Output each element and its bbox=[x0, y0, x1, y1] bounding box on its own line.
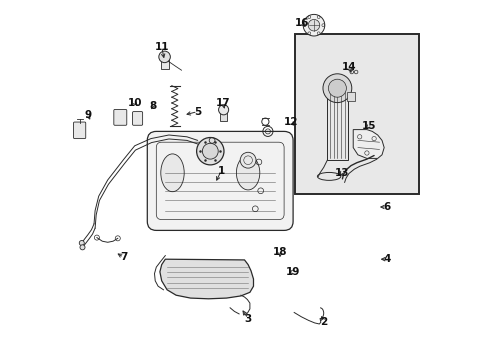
Circle shape bbox=[322, 74, 351, 103]
Circle shape bbox=[240, 152, 256, 168]
Circle shape bbox=[307, 19, 319, 31]
Text: 11: 11 bbox=[154, 42, 169, 52]
Text: 17: 17 bbox=[215, 98, 230, 108]
Text: 18: 18 bbox=[273, 247, 287, 257]
Text: 10: 10 bbox=[127, 98, 142, 108]
Bar bbox=[294, 34, 418, 194]
Circle shape bbox=[202, 143, 218, 159]
Text: 1: 1 bbox=[217, 166, 224, 176]
Text: 3: 3 bbox=[244, 314, 251, 324]
Text: 12: 12 bbox=[284, 117, 298, 127]
FancyBboxPatch shape bbox=[147, 131, 292, 230]
Circle shape bbox=[328, 79, 346, 97]
Text: 8: 8 bbox=[149, 101, 156, 111]
FancyBboxPatch shape bbox=[73, 122, 85, 139]
Bar bbox=[326, 90, 347, 160]
Circle shape bbox=[159, 51, 170, 63]
Polygon shape bbox=[160, 259, 253, 299]
Text: 6: 6 bbox=[382, 202, 389, 212]
Text: 2: 2 bbox=[320, 317, 326, 327]
Text: 5: 5 bbox=[194, 107, 201, 117]
Text: 4: 4 bbox=[382, 254, 389, 264]
Circle shape bbox=[79, 240, 84, 246]
Circle shape bbox=[196, 138, 224, 165]
Text: 19: 19 bbox=[285, 267, 300, 277]
Ellipse shape bbox=[161, 154, 184, 192]
Bar bbox=[220, 112, 227, 121]
Circle shape bbox=[80, 245, 85, 250]
Text: 14: 14 bbox=[341, 62, 355, 72]
Text: 15: 15 bbox=[361, 121, 375, 131]
Ellipse shape bbox=[236, 156, 259, 190]
Text: 13: 13 bbox=[334, 168, 348, 178]
Bar bbox=[161, 58, 168, 69]
Circle shape bbox=[303, 14, 324, 36]
Polygon shape bbox=[352, 130, 384, 158]
FancyBboxPatch shape bbox=[132, 112, 142, 125]
Text: 16: 16 bbox=[294, 18, 309, 28]
Circle shape bbox=[218, 105, 228, 115]
Bar bbox=[346, 92, 354, 101]
Text: 7: 7 bbox=[120, 252, 127, 262]
FancyBboxPatch shape bbox=[114, 109, 126, 125]
Text: 9: 9 bbox=[84, 110, 91, 120]
